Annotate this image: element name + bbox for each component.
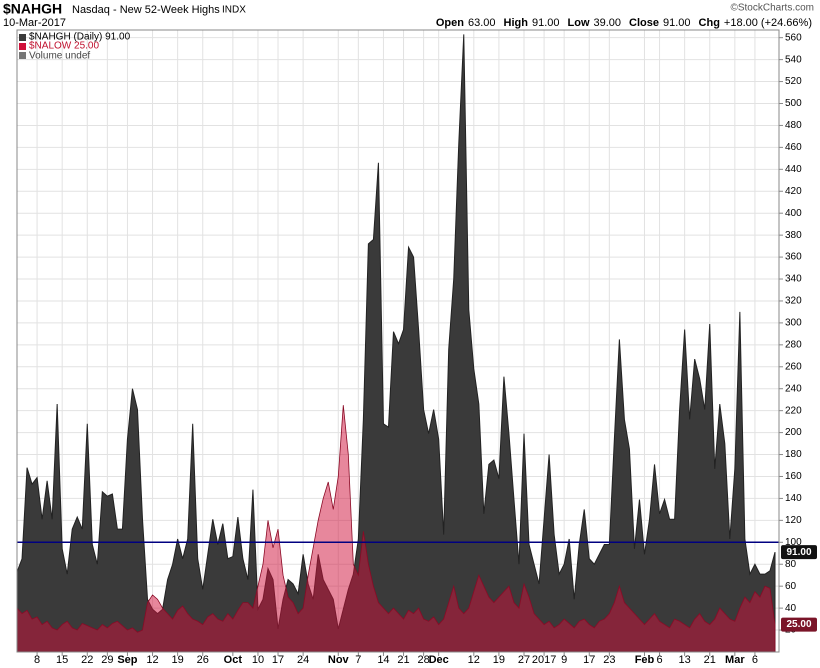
y-tick-label: 340 <box>785 274 802 285</box>
y-tick-label: 460 <box>785 142 802 153</box>
x-tick-label: 9 <box>561 654 567 666</box>
x-tick-label: 13 <box>679 654 691 666</box>
y-tick-label: 520 <box>785 76 802 87</box>
y-tick-label: 240 <box>785 383 802 394</box>
y-tick-label: 160 <box>785 471 802 482</box>
legend-label: $NAHGH (Daily) 91.00 <box>29 32 131 43</box>
y-tick-label: 360 <box>785 252 802 263</box>
x-tick-label: 23 <box>603 654 615 666</box>
x-tick-label: 29 <box>101 654 113 666</box>
quote-label: Open <box>436 17 464 29</box>
exchange: INDX <box>222 5 246 16</box>
legend-label: Volume undef <box>29 51 90 62</box>
x-tick-label: 22 <box>81 654 93 666</box>
quote-label: High <box>504 17 529 29</box>
y-tick-label: 80 <box>785 559 797 570</box>
quote-value: 39.00 <box>594 17 622 29</box>
x-tick-label: 8 <box>34 654 40 666</box>
legend-swatch <box>19 34 26 41</box>
x-tick-label: 19 <box>493 654 505 666</box>
y-tick-label: 440 <box>785 164 802 175</box>
x-tick-label: 10 <box>252 654 264 666</box>
credit: ©StockCharts.com <box>730 3 814 14</box>
y-tick-label: 40 <box>785 603 797 614</box>
quote-value: +18.00 (+24.66%) <box>724 17 812 29</box>
y-tick-label: 180 <box>785 449 802 460</box>
y-tick-label: 480 <box>785 120 802 131</box>
date: 10-Mar-2017 <box>3 17 66 29</box>
x-tick-label: 14 <box>377 654 389 666</box>
x-tick-label: 21 <box>397 654 409 666</box>
plot-border <box>16 29 780 653</box>
last-value-label: 25.00 <box>786 619 811 630</box>
last-value-label: 91.00 <box>786 547 811 558</box>
y-tick-label: 140 <box>785 493 802 504</box>
quote: Open 63.00 High 91.00 Low 39.00 Close 91.00 Chg +… <box>436 17 812 29</box>
y-tick-label: 120 <box>785 515 802 526</box>
quote-value: 63.00 <box>468 17 496 29</box>
quote-value: 91.00 <box>532 17 560 29</box>
x-tick-label: 19 <box>172 654 184 666</box>
legend-swatch <box>19 52 26 59</box>
x-tick-label: Feb <box>635 654 655 666</box>
y-tick-label: 420 <box>785 186 802 197</box>
symbol: $NAHGH <box>3 1 62 17</box>
legend-swatch <box>19 43 26 50</box>
x-tick-label: Mar <box>725 654 745 666</box>
y-tick-label: 60 <box>785 581 797 592</box>
x-tick-label: 28 <box>417 654 429 666</box>
y-tick-label: 220 <box>785 405 802 416</box>
x-tick-label: 12 <box>468 654 480 666</box>
chart-title: Nasdaq - New 52-Week Highs <box>72 4 220 16</box>
area-series <box>16 34 776 653</box>
y-tick-label: 280 <box>785 339 802 350</box>
last-value-box <box>781 617 817 632</box>
y-tick-label: 540 <box>785 54 802 65</box>
quote-value: 91.00 <box>663 17 691 29</box>
y-tick-label: 400 <box>785 208 802 219</box>
y-tick-label: 320 <box>785 296 802 307</box>
y-tick-label: 100 <box>785 537 802 548</box>
x-tick-label: 21 <box>704 654 716 666</box>
quote-label: Close <box>629 17 659 29</box>
x-tick-label: 15 <box>56 654 68 666</box>
area-series <box>16 405 776 653</box>
x-tick-label: 12 <box>146 654 158 666</box>
y-tick-label: 500 <box>785 98 802 109</box>
y-tick-label: 560 <box>785 32 802 43</box>
x-tick-label: 24 <box>297 654 309 666</box>
y-tick-label: 260 <box>785 361 802 372</box>
x-tick-label: 7 <box>355 654 361 666</box>
quote-label: Low <box>568 17 590 29</box>
x-tick-label: Sep <box>117 654 137 666</box>
y-tick-label: 380 <box>785 230 802 241</box>
last-value-box <box>781 545 817 560</box>
x-tick-label: Nov <box>328 654 350 666</box>
x-tick-label: 6 <box>752 654 758 666</box>
quote-label: Chg <box>699 17 720 29</box>
x-tick-label: 2017 <box>532 654 556 666</box>
x-tick-label: Dec <box>429 654 449 666</box>
x-tick-label: 17 <box>583 654 595 666</box>
x-tick-label: 26 <box>197 654 209 666</box>
legend-label: $NALOW 25.00 <box>29 41 99 52</box>
x-tick-label: 27 <box>518 654 530 666</box>
y-tick-label: 300 <box>785 318 802 329</box>
x-tick-label: 6 <box>656 654 662 666</box>
x-tick-label: 17 <box>272 654 284 666</box>
x-tick-label: Oct <box>224 654 243 666</box>
y-tick-label: 200 <box>785 427 802 438</box>
